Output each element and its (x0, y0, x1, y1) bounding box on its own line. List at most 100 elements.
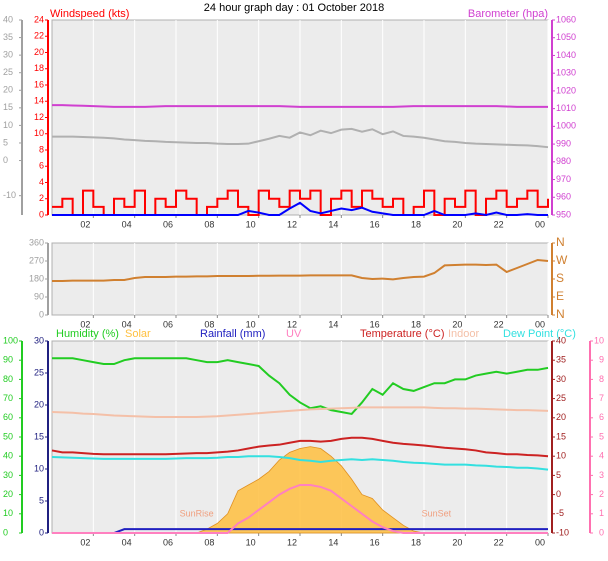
y-tick-label: 1060 (556, 14, 576, 24)
y-tick-label: 30 (3, 470, 13, 480)
y-tick-label: 20 (34, 399, 44, 409)
line (52, 258, 549, 282)
x-tick-label: 12 (287, 537, 297, 547)
y-tick-label: 9 (599, 355, 604, 365)
y-tick-label: 0 (599, 527, 604, 537)
x-tick-label: 20 (452, 319, 462, 329)
x-tick-label: 02 (80, 537, 90, 547)
line (51, 455, 549, 471)
y-tick-label: 360 (29, 237, 44, 247)
x-tick-label: 06 (163, 219, 173, 229)
y-tick-label: W (556, 253, 568, 267)
x-tick-label: 10 (246, 537, 256, 547)
x-tick-label: 00 (535, 537, 545, 547)
y-tick-label: 1 (599, 508, 604, 518)
x-tick-label: 18 (411, 319, 421, 329)
y-tick-label: 10 (34, 128, 44, 138)
y-tick-label: 1030 (556, 68, 576, 78)
x-tick-label: 08 (204, 537, 214, 547)
x-tick-label: 16 (370, 319, 380, 329)
y-tick-label: N (556, 307, 565, 321)
x-tick-label: 16 (370, 537, 380, 547)
series-name: Dew Point (°C) (503, 328, 576, 340)
y-tick-label: 24 (34, 14, 44, 24)
y-tick-label: 14 (34, 96, 44, 106)
y-tick-label: 5 (599, 431, 604, 441)
series-name: Temperature (°C) (360, 328, 444, 340)
y-tick-label: 4 (39, 177, 44, 187)
y-tick-label: -10 (3, 190, 16, 200)
series-name: Indoor (448, 328, 480, 340)
x-tick-label: 14 (328, 219, 338, 229)
y-tick-label: 20 (3, 85, 13, 95)
y-tick-label: 10 (556, 451, 566, 461)
y-tick-label: 0 (39, 309, 44, 319)
series-name: Windspeed (kts) (50, 8, 129, 20)
y-tick-label: 5 (39, 495, 44, 505)
x-tick-label: 04 (122, 319, 132, 329)
y-tick-label: 30 (34, 335, 44, 345)
y-tick-label: 60 (3, 412, 13, 422)
x-tick-label: 10 (246, 319, 256, 329)
x-tick-label: 02 (80, 319, 90, 329)
y-tick-label: 970 (556, 174, 571, 184)
y-tick-label: 25 (556, 393, 566, 403)
x-tick-label: 18 (411, 219, 421, 229)
line (52, 104, 548, 108)
y-tick-label: 16 (34, 79, 44, 89)
x-tick-label: 04 (122, 219, 132, 229)
y-tick-label: 0 (39, 527, 44, 537)
x-tick-label: 06 (163, 537, 173, 547)
y-tick-label: 40 (3, 14, 13, 24)
x-tick-label: 02 (80, 219, 90, 229)
y-tick-label: 25 (3, 67, 13, 77)
y-tick-label: 0 (39, 209, 44, 219)
y-tick-label: S (556, 271, 564, 285)
line (52, 201, 548, 217)
x-tick-label: 08 (204, 219, 214, 229)
x-tick-label: 16 (370, 219, 380, 229)
y-tick-label: E (556, 289, 564, 303)
y-tick-label: 90 (3, 355, 13, 365)
x-tick-label: 00 (535, 219, 545, 229)
x-tick-label: 04 (122, 537, 132, 547)
x-tick-label: 12 (287, 219, 297, 229)
y-tick-label: 20 (3, 489, 13, 499)
y-tick-label: 1000 (556, 121, 576, 131)
y-tick-label: 30 (556, 374, 566, 384)
y-tick-label: 960 (556, 192, 571, 202)
x-tick-label: 20 (452, 219, 462, 229)
y-tick-label: 10 (3, 120, 13, 130)
y-tick-label: 2 (599, 489, 604, 499)
x-tick-label: 14 (328, 537, 338, 547)
y-tick-label: 15 (3, 102, 13, 112)
y-tick-label: 100 (3, 335, 18, 345)
x-tick-label: 22 (494, 319, 504, 329)
y-tick-label: 5 (3, 137, 8, 147)
x-tick-label: 00 (535, 319, 545, 329)
graph-title: 24 hour graph day : 01 October 2018 (204, 2, 384, 14)
x-tick-label: 20 (452, 537, 462, 547)
y-tick-label: 30 (3, 50, 13, 60)
y-tick-label: 980 (556, 156, 571, 166)
line (52, 484, 548, 534)
y-tick-label: 10 (594, 335, 604, 345)
x-tick-label: 12 (287, 319, 297, 329)
y-tick-label: 15 (556, 431, 566, 441)
annotation: SunSet (422, 508, 452, 518)
x-tick-label: 22 (494, 537, 504, 547)
y-tick-label: 12 (34, 112, 44, 122)
y-tick-label: 1050 (556, 32, 576, 42)
line (51, 436, 549, 458)
x-tick-label: 14 (328, 319, 338, 329)
y-tick-label: 6 (39, 161, 44, 171)
line (52, 189, 549, 216)
y-tick-label: N (556, 235, 565, 249)
series-name: Rainfall (mm) (200, 328, 265, 340)
line (52, 357, 549, 416)
series-name: Barometer (hpa) (468, 8, 548, 20)
y-tick-label: 20 (556, 412, 566, 422)
y-tick-label: 1040 (556, 50, 576, 60)
x-tick-label: 22 (494, 219, 504, 229)
